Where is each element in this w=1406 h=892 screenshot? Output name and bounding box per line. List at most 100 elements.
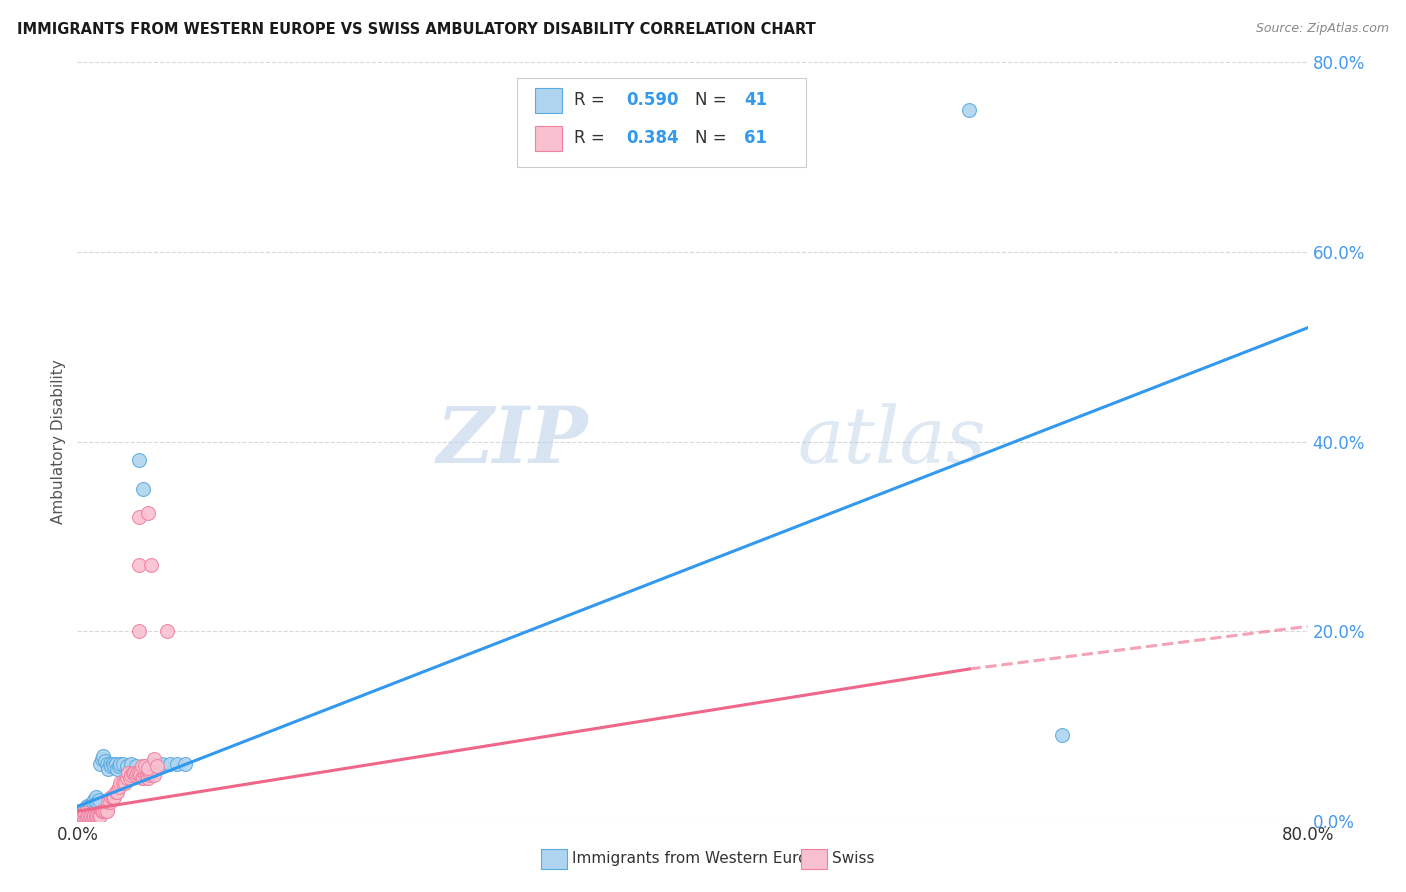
Text: N =: N = (695, 91, 731, 110)
Point (70, 809, 93, 823)
Point (97, 795, 120, 809)
Point (128, 510, 150, 524)
Point (70, 806, 93, 821)
Point (132, 482, 155, 496)
Point (128, 766, 150, 780)
Point (166, 756, 188, 771)
Point (93, 804, 115, 818)
Point (104, 756, 127, 771)
Point (146, 758, 169, 772)
Point (86, 809, 108, 823)
Text: atlas: atlas (797, 403, 986, 480)
Point (96, 756, 118, 771)
Point (155, 624, 177, 639)
Point (127, 766, 149, 780)
Point (89, 756, 111, 771)
Point (90, 752, 114, 766)
Point (94, 754, 117, 768)
Point (134, 768, 156, 782)
Point (103, 789, 125, 804)
Text: Source: ZipAtlas.com: Source: ZipAtlas.com (1256, 22, 1389, 36)
Point (150, 756, 173, 771)
Point (101, 756, 124, 771)
Point (104, 785, 127, 799)
Point (115, 758, 138, 772)
Point (131, 771, 153, 785)
Point (80, 797, 103, 811)
Point (110, 776, 132, 790)
Point (73, 809, 96, 823)
Point (117, 766, 139, 780)
Text: 0.384: 0.384 (626, 129, 679, 147)
Point (136, 506, 159, 520)
Point (114, 776, 136, 790)
Point (128, 453, 150, 467)
Point (136, 760, 159, 774)
Text: R =: R = (575, 129, 610, 147)
Point (174, 756, 197, 771)
Point (98, 795, 121, 809)
Point (121, 766, 143, 780)
Point (120, 756, 142, 771)
Point (141, 766, 163, 780)
Point (72, 809, 94, 823)
Point (143, 768, 166, 782)
Point (132, 771, 155, 785)
Point (103, 758, 125, 772)
Point (72, 804, 94, 818)
FancyBboxPatch shape (536, 87, 562, 113)
Point (105, 785, 128, 799)
Point (110, 756, 132, 771)
Point (128, 624, 150, 639)
Point (84, 809, 107, 823)
Point (120, 768, 142, 782)
Point (82, 795, 104, 809)
Point (94, 804, 117, 818)
Point (89, 809, 111, 823)
Point (129, 768, 152, 782)
Point (138, 768, 160, 782)
Point (93, 749, 115, 764)
Point (100, 758, 122, 772)
Y-axis label: Ambulatory Disability: Ambulatory Disability (51, 359, 66, 524)
Point (118, 771, 141, 785)
Point (131, 758, 153, 772)
Text: 41: 41 (744, 91, 768, 110)
Point (112, 756, 135, 771)
Point (87, 793, 110, 807)
Text: ZIP: ZIP (436, 403, 588, 480)
Point (69, 804, 91, 818)
Point (73, 806, 96, 821)
Point (79, 809, 101, 823)
Point (73, 802, 96, 816)
Point (143, 752, 166, 766)
Point (82, 809, 104, 823)
Point (69, 809, 91, 823)
Point (101, 789, 124, 804)
Point (67, 809, 90, 823)
Point (125, 768, 148, 782)
Point (1050, 728, 1073, 742)
Point (83, 793, 105, 807)
Point (957, 103, 980, 117)
Point (136, 771, 159, 785)
Point (77, 809, 100, 823)
FancyBboxPatch shape (516, 78, 806, 167)
Point (98, 756, 121, 771)
Point (87, 809, 110, 823)
Point (80, 809, 103, 823)
Point (134, 758, 156, 772)
Text: N =: N = (695, 129, 731, 147)
Point (115, 771, 138, 785)
Point (108, 758, 131, 772)
Text: 61: 61 (744, 129, 768, 147)
Point (86, 795, 108, 809)
Text: Swiss: Swiss (832, 851, 875, 865)
Point (112, 776, 135, 790)
Point (125, 758, 148, 772)
Text: R =: R = (575, 91, 610, 110)
Point (97, 762, 120, 776)
Point (105, 762, 128, 776)
Point (96, 804, 118, 818)
Point (100, 789, 122, 804)
